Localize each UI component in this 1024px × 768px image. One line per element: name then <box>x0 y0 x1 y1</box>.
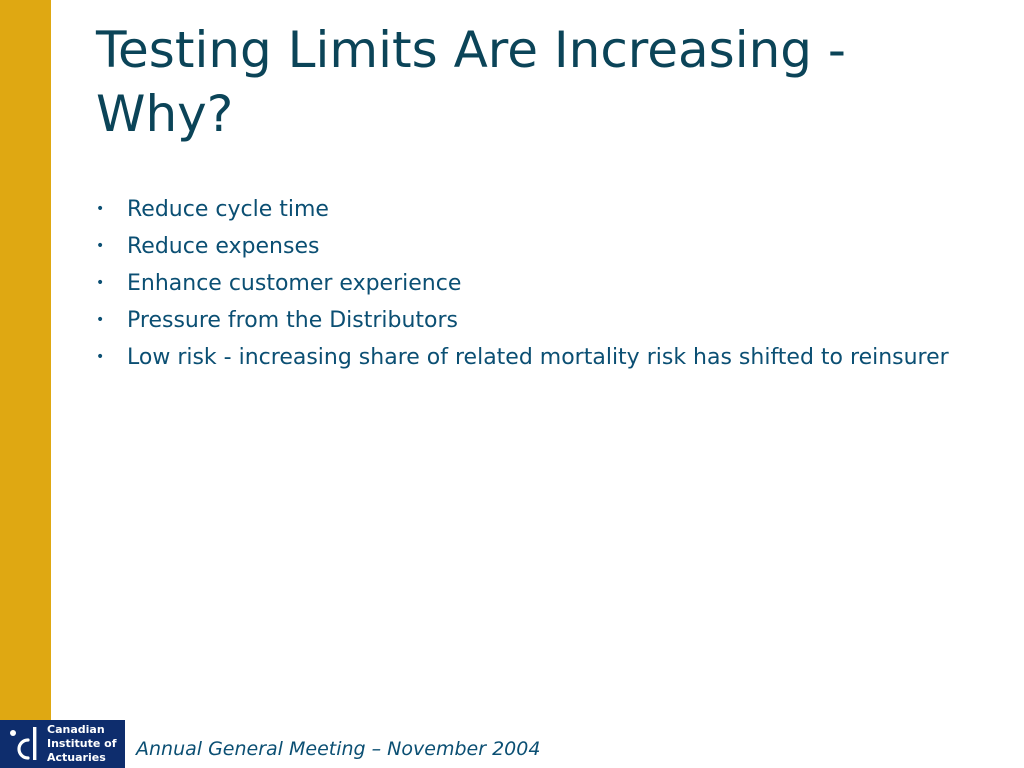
bullet-text: Pressure from the Distributors <box>127 308 459 333</box>
bullet-item: • Low risk - increasing share of related… <box>96 342 996 373</box>
bullet-item: • Enhance customer experience <box>96 268 996 299</box>
bullet-text: Reduce expenses <box>127 234 320 259</box>
bullet-text: Low risk - increasing share of related m… <box>127 345 949 370</box>
logo-line: Canadian <box>47 723 105 736</box>
bullet-text: Enhance customer experience <box>127 271 462 296</box>
footer-text: Annual General Meeting – November 2004 <box>136 738 541 760</box>
bullet-item: • Pressure from the Distributors <box>96 305 996 336</box>
bullet-item: • Reduce cycle time <box>96 194 996 225</box>
bullet-dot-icon: • <box>96 312 105 328</box>
slide-title: Testing Limits Are Increasing - Why? <box>96 21 846 143</box>
cia-logo-mark-icon <box>10 727 37 760</box>
bullet-list: • Reduce cycle time • Reduce expenses • … <box>96 194 996 379</box>
bullet-item: • Reduce expenses <box>96 231 996 262</box>
bullet-text: Reduce cycle time <box>127 197 329 222</box>
bullet-dot-icon: • <box>96 201 105 217</box>
logo-line: Actuaries <box>47 751 106 764</box>
bullet-dot-icon: • <box>96 238 105 254</box>
bullet-dot-icon: • <box>96 275 105 291</box>
bullet-dot-icon: • <box>96 349 105 365</box>
logo-wordmark: Canadian Institute of Actuaries <box>47 723 116 765</box>
logo-line: Institute of <box>47 737 117 750</box>
organization-logo: Canadian Institute of Actuaries <box>0 720 125 768</box>
sidebar-accent-bar <box>0 0 51 720</box>
